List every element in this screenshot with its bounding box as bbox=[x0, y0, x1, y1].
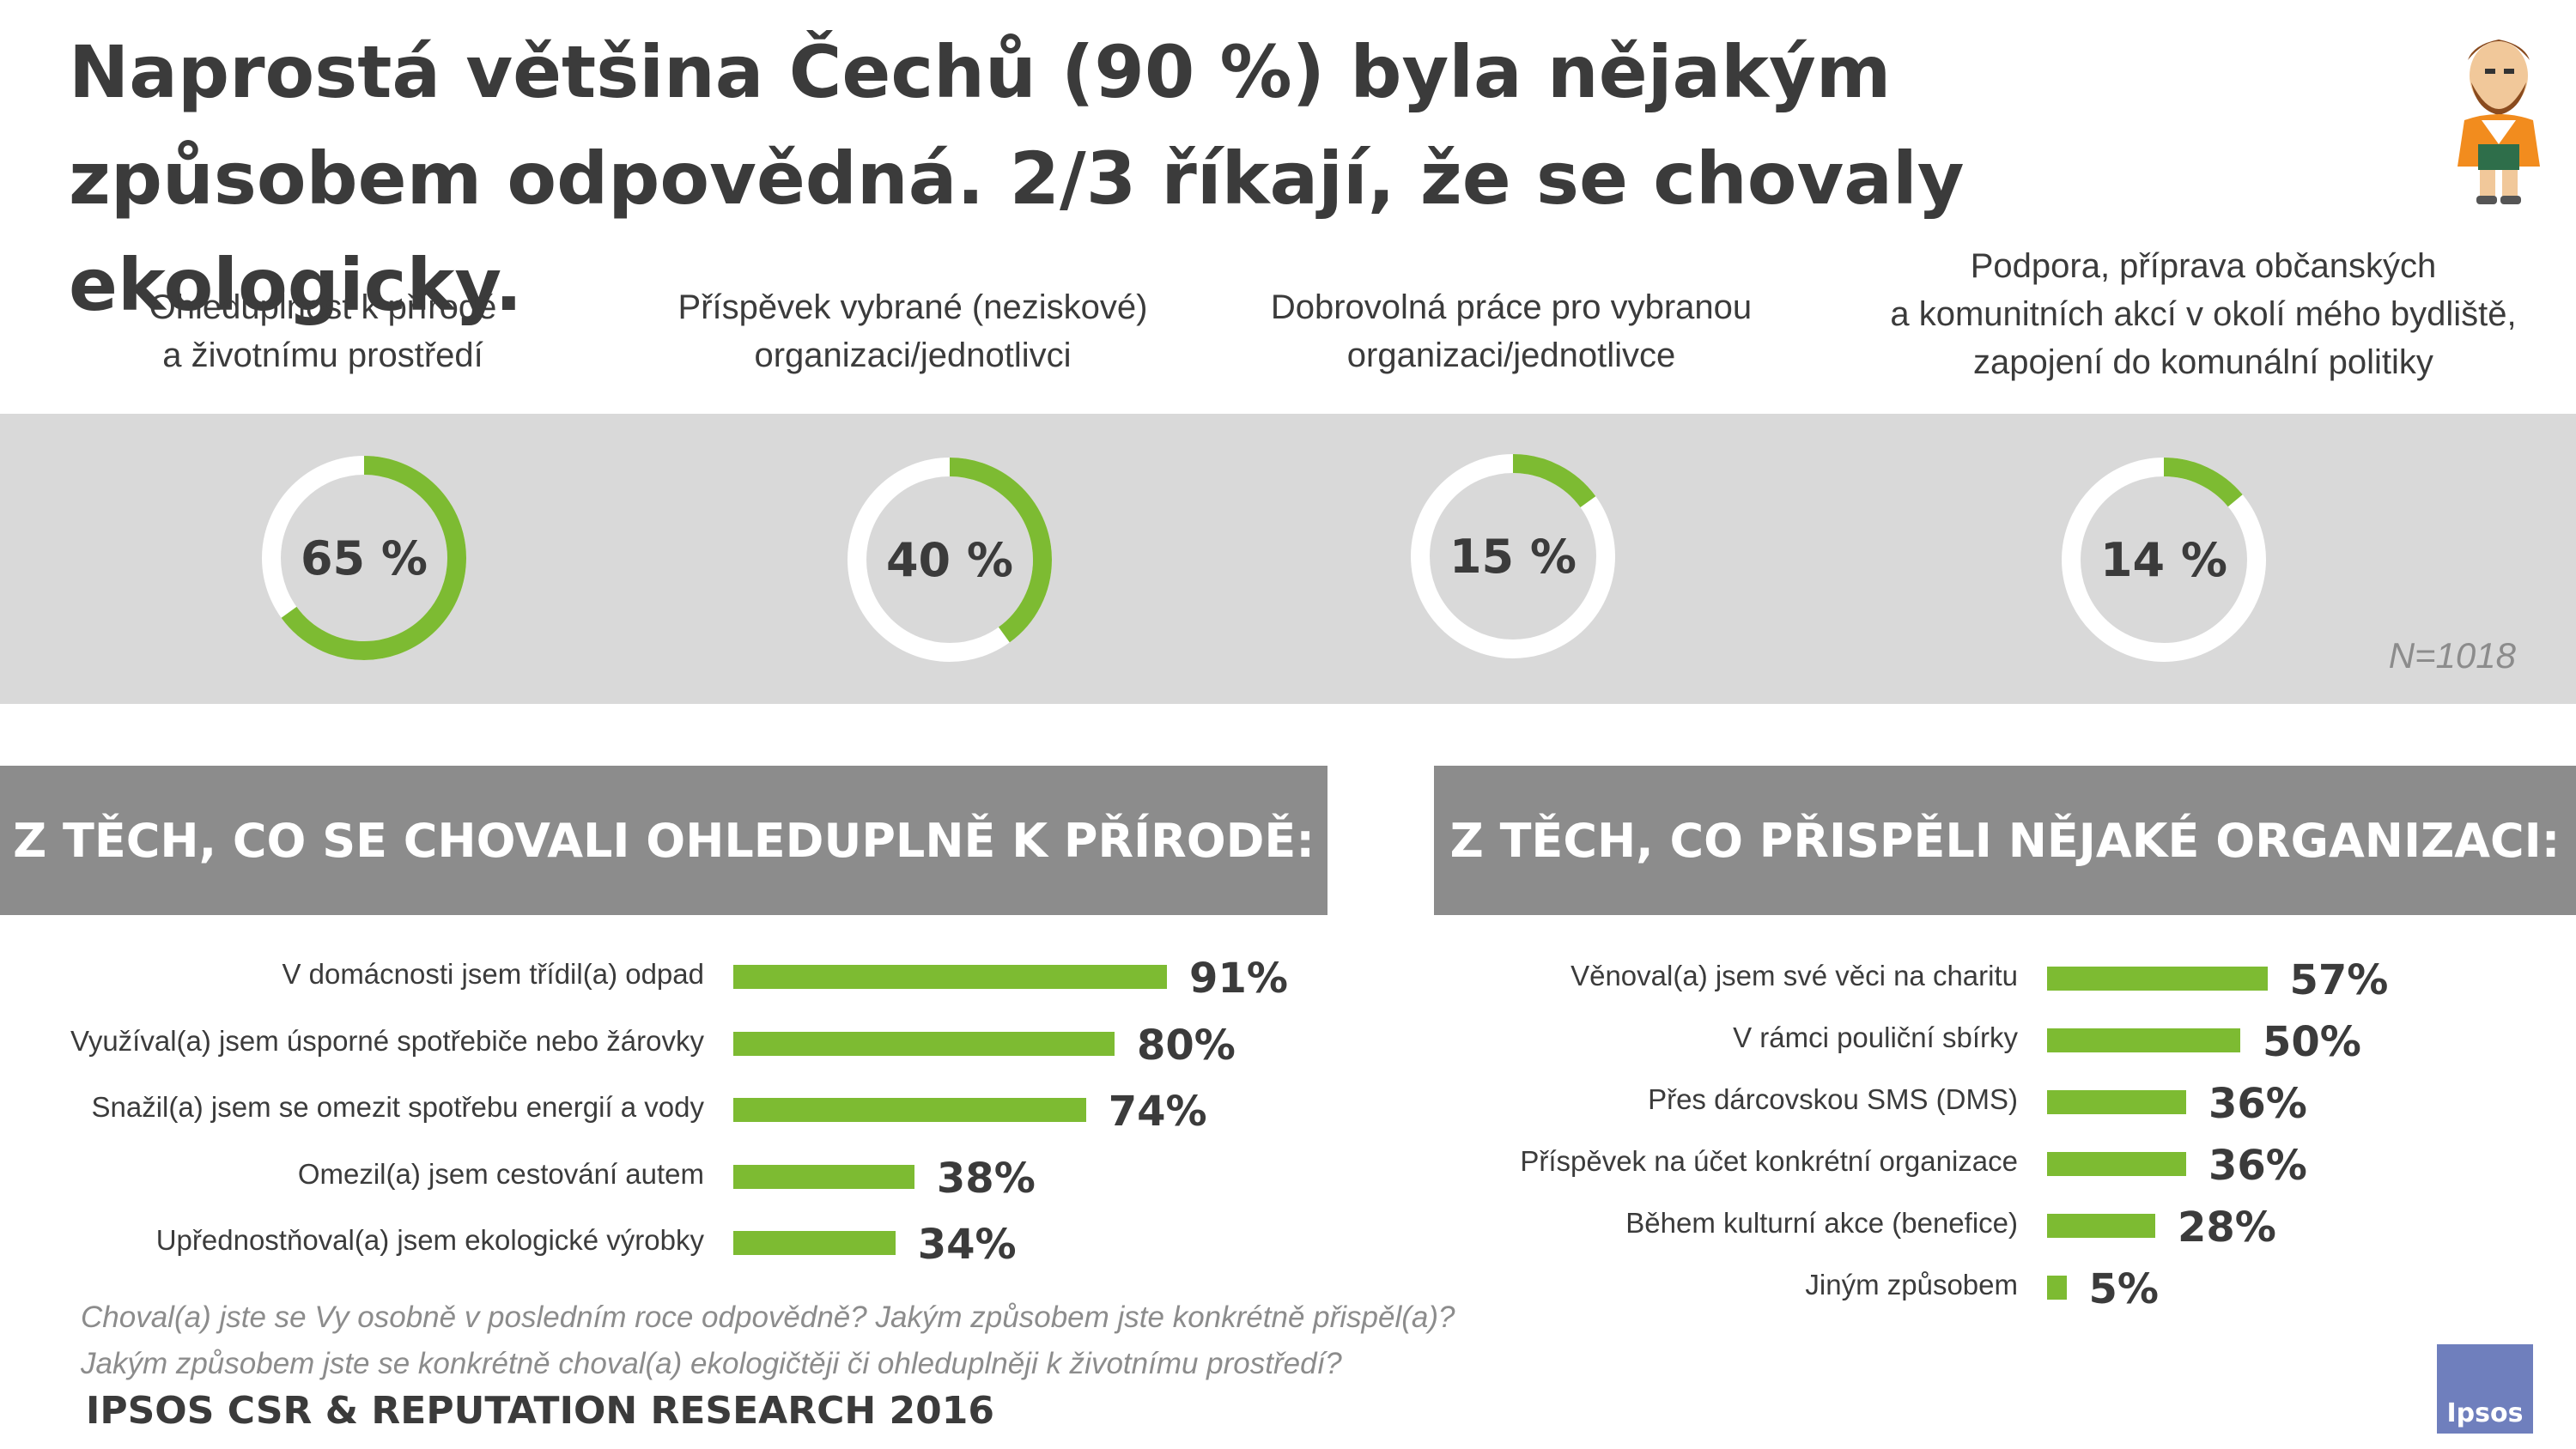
ipsos-logo-text: Ipsos bbox=[2446, 1398, 2524, 1428]
bar-category-label: Jiným způsobem bbox=[1805, 1269, 2018, 1300]
bearded-man-mascot-icon bbox=[2458, 39, 2540, 204]
ipsos-logo: Ipsos bbox=[2437, 1344, 2533, 1434]
donut-1 bbox=[848, 458, 1052, 662]
bar bbox=[2047, 1214, 2155, 1238]
bar-value-label: 38% bbox=[936, 1154, 1036, 1203]
section-header-organizations: Z TĚCH, CO PŘISPĚLI NĚJAKÉ ORGANIZACI: bbox=[1434, 766, 2576, 915]
donut-segment bbox=[848, 458, 1052, 662]
bar-category-label: V domácnosti jsem třídil(a) odpad bbox=[282, 958, 704, 990]
donut-value-label: 65 % bbox=[300, 530, 428, 585]
survey-question-line: Choval(a) jste se Vy osobně v posledním … bbox=[81, 1300, 1455, 1334]
donut-label-text: Ohleduplnost k přírodě a životnímu prostř… bbox=[149, 288, 497, 374]
bar-value-label: 5% bbox=[2088, 1265, 2160, 1313]
bar-value-label: 80% bbox=[1137, 1021, 1236, 1070]
bar-value-label: 50% bbox=[2263, 1018, 2361, 1066]
donut-label-text: Dobrovolná práce pro vybranou organizaci/… bbox=[1270, 288, 1753, 374]
bar bbox=[2047, 1152, 2186, 1176]
donut-0 bbox=[262, 456, 466, 660]
donut-label-nature: Ohleduplnost k přírodě a životnímu prostř… bbox=[0, 283, 649, 379]
bar-category-label: Omezil(a) jsem cestování autem bbox=[297, 1157, 704, 1190]
bar-category-label: Přes dárcovskou SMS (DMS) bbox=[1648, 1083, 2018, 1115]
bar bbox=[2047, 1276, 2067, 1300]
donut-label-volunteering: Dobrovolná práce pro vybranou organizaci/… bbox=[1185, 283, 1838, 379]
donut-3 bbox=[2062, 458, 2266, 662]
bar-value-label: 36% bbox=[2208, 1080, 2307, 1128]
donut-2 bbox=[1411, 454, 1615, 658]
donut-segment bbox=[1411, 454, 1615, 658]
bar bbox=[733, 1164, 914, 1189]
footer-source: IPSOS CSR & REPUTATION RESEARCH 2016 bbox=[86, 1389, 994, 1433]
bar-category-label: Snažil(a) jsem se omezit spotřebu energi… bbox=[91, 1091, 705, 1123]
bar-value-label: 91% bbox=[1189, 955, 1288, 1003]
bar bbox=[2047, 967, 2268, 991]
donut-segment bbox=[262, 456, 466, 660]
donut-label-community: Podpora, příprava občanských a komunitníc… bbox=[1877, 242, 2530, 386]
bar bbox=[2047, 1090, 2186, 1114]
donut-label-text: Podpora, příprava občanských a komunitníc… bbox=[1890, 247, 2517, 381]
donut-value-label: 40 % bbox=[885, 532, 1014, 587]
bar-category-label: Využíval(a) jsem úsporné spotřebiče nebo… bbox=[70, 1024, 704, 1057]
donut-label-contribution: Příspěvek vybrané (neziskové) organizaci/… bbox=[586, 283, 1239, 379]
bar bbox=[733, 1231, 896, 1255]
sample-size-note: N=1018 bbox=[2388, 635, 2516, 676]
bar-category-label: Upřednostňoval(a) jsem ekologické výrobk… bbox=[155, 1224, 704, 1256]
section-header-text: Z TĚCH, CO SE CHOVALI OHLEDUPLNĚ K PŘÍRO… bbox=[13, 813, 1315, 868]
survey-question-line: Jakým způsobem jste se konkrétně choval(… bbox=[81, 1347, 1342, 1380]
bar-category-label: Příspěvek na účet konkrétní organizace bbox=[1520, 1145, 2018, 1177]
bar-value-label: 74% bbox=[1108, 1088, 1207, 1136]
donut-segment bbox=[2062, 458, 2266, 662]
bar bbox=[733, 1098, 1086, 1122]
section-header-text: Z TĚCH, CO PŘISPĚLI NĚJAKÉ ORGANIZACI: bbox=[1449, 813, 2561, 868]
donut-value-label: 15 % bbox=[1449, 529, 1577, 584]
donut-label-text: Příspěvek vybrané (neziskové) organizaci/… bbox=[677, 288, 1148, 374]
bar bbox=[2047, 1028, 2240, 1052]
bar-value-label: 57% bbox=[2289, 956, 2389, 1004]
bar-category-label: Věnoval(a) jsem své věci na charitu bbox=[1571, 960, 2018, 991]
bar-category-label: Během kulturní akce (benefice) bbox=[1625, 1207, 2018, 1239]
section-header-nature: Z TĚCH, CO SE CHOVALI OHLEDUPLNĚ K PŘÍRO… bbox=[0, 766, 1327, 915]
bar-category-label: V rámci pouliční sbírky bbox=[1733, 1022, 2018, 1053]
donut-value-label: 14 % bbox=[2099, 532, 2228, 587]
bar-value-label: 28% bbox=[2178, 1203, 2276, 1252]
bar-value-label: 36% bbox=[2208, 1142, 2307, 1190]
bar-value-label: 34% bbox=[917, 1221, 1017, 1269]
bar bbox=[733, 965, 1168, 989]
bar bbox=[733, 1031, 1115, 1056]
page-title: Naprostá většina Čechů (90 %) byla nějak… bbox=[69, 30, 1965, 327]
